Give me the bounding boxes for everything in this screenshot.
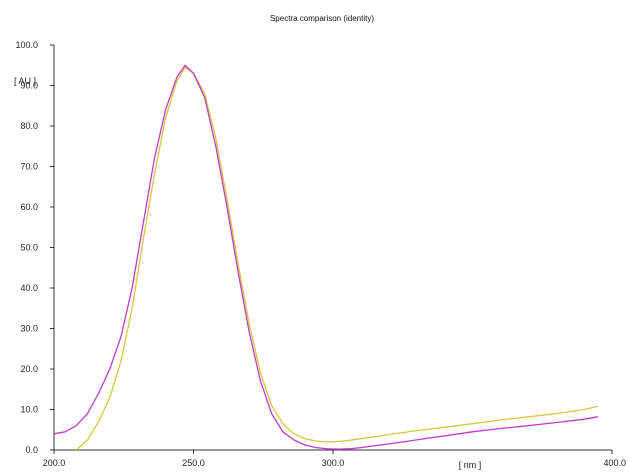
y-tick-label: 40.0 bbox=[20, 283, 38, 293]
x-tick-label: 400.0 bbox=[603, 458, 626, 468]
y-tick-label: 30.0 bbox=[20, 324, 38, 334]
x-axis-unit-label: [ nm ] bbox=[459, 460, 482, 470]
series-line-1 bbox=[75, 66, 599, 451]
series-layer bbox=[53, 64, 599, 451]
x-tick-label: 200.0 bbox=[43, 458, 66, 468]
x-tick-label: 250.0 bbox=[182, 458, 205, 468]
y-tick-label: 50.0 bbox=[20, 243, 38, 253]
y-tick-label: 100.0 bbox=[15, 40, 38, 50]
y-tick-label: 0.0 bbox=[25, 445, 38, 455]
y-tick-label: 10.0 bbox=[20, 405, 38, 415]
y-tick-label: 60.0 bbox=[20, 202, 38, 212]
x-tick-label: 300.0 bbox=[322, 458, 345, 468]
series-line-2 bbox=[53, 64, 599, 450]
y-tick-label: 20.0 bbox=[20, 364, 38, 374]
y-tick-label: 90.0 bbox=[20, 81, 38, 91]
y-tick-label: 70.0 bbox=[20, 162, 38, 172]
y-axis-unit-label: [ AU ] bbox=[14, 76, 36, 86]
y-tick-label: 80.0 bbox=[20, 121, 38, 131]
axis-ticks: 0.0 10.0 20.0 30.0 40.0 50.0 60.0 70.0 80.0 90.0 1… bbox=[15, 40, 626, 468]
chart-title: Spectra comparison (identity) bbox=[270, 14, 374, 23]
